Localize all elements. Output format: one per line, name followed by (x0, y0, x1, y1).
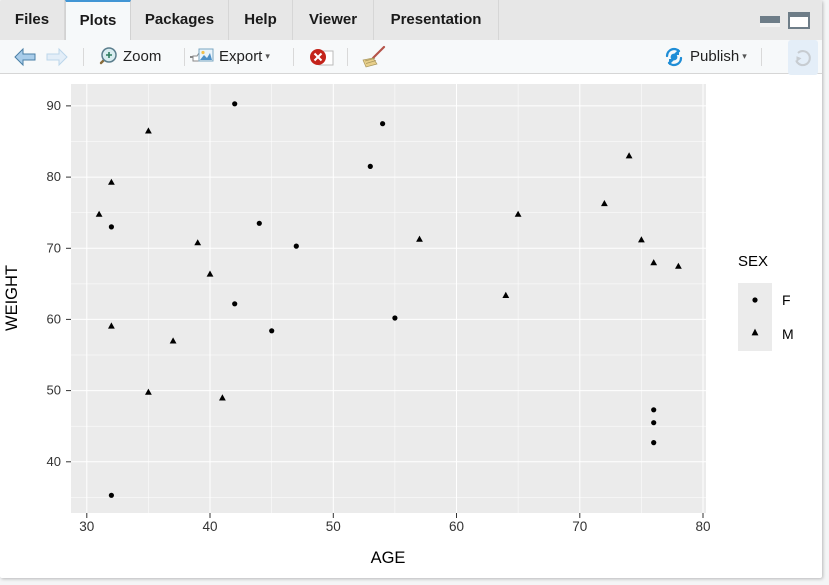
svg-text:40: 40 (202, 519, 217, 534)
svg-text:SEX: SEX (738, 253, 768, 270)
svg-text:90: 90 (47, 98, 61, 113)
svg-text:30: 30 (79, 519, 94, 534)
svg-text:60: 60 (47, 311, 61, 326)
svg-text:80: 80 (47, 169, 61, 184)
svg-text:70: 70 (572, 519, 587, 534)
svg-text:M: M (782, 326, 794, 342)
svg-text:AGE: AGE (371, 549, 406, 567)
svg-text:80: 80 (695, 519, 710, 534)
svg-text:70: 70 (47, 240, 61, 255)
svg-text:F: F (782, 292, 791, 308)
svg-text:50: 50 (326, 519, 341, 534)
svg-text:50: 50 (47, 383, 61, 398)
svg-text:60: 60 (449, 519, 464, 534)
svg-text:WEIGHT: WEIGHT (3, 265, 21, 331)
svg-text:40: 40 (47, 454, 61, 469)
